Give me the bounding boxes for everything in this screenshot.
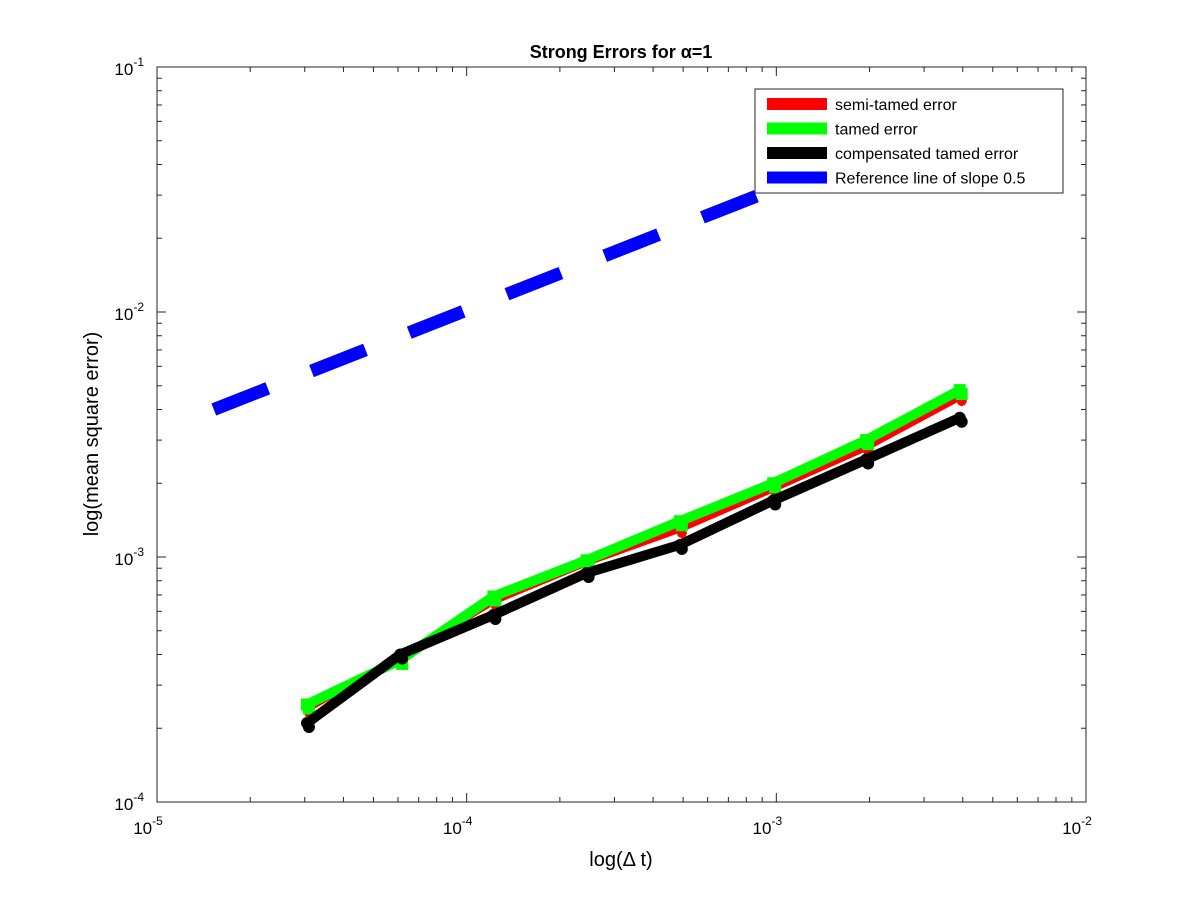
data-point xyxy=(863,446,874,457)
data-point xyxy=(675,519,688,532)
chart-title: Strong Errors for α=1 xyxy=(530,42,713,62)
data-point xyxy=(956,395,967,406)
data-point xyxy=(862,457,875,470)
x-axis-label: log(Δ t) xyxy=(589,849,652,871)
data-point xyxy=(675,542,688,555)
legend-item-3: compensated tamed error xyxy=(767,146,1019,163)
x-tick-label: 10-5 xyxy=(133,814,163,838)
y-axis-label: log(mean square error) xyxy=(81,332,103,537)
legend-item-1: semi-tamed error xyxy=(767,97,957,114)
y-tick-label: 10-2 xyxy=(114,300,144,324)
series-line xyxy=(304,413,962,728)
axes-box xyxy=(156,66,1087,803)
data-point xyxy=(676,528,687,539)
legend-label: semi-tamed error xyxy=(835,97,957,114)
data-point xyxy=(582,571,595,584)
data-point xyxy=(769,481,782,494)
x-tick-label: 10-3 xyxy=(753,814,783,838)
data-point xyxy=(396,652,409,665)
y-tick-label: 10-3 xyxy=(114,545,144,569)
data-point xyxy=(769,498,782,511)
legend-marker xyxy=(792,99,802,109)
x-tick-label: 10-4 xyxy=(443,814,473,838)
legend: semi-tamed error tamed error compensated t… xyxy=(754,88,1064,194)
legend-marker xyxy=(791,147,803,159)
legend-label: compensated tamed error xyxy=(835,146,1019,163)
data-point xyxy=(955,388,968,401)
x-tick-labels: 10-5 10-4 10-3 10-2 xyxy=(133,814,1092,838)
data-point xyxy=(302,721,315,734)
y-tick-label: 10-1 xyxy=(114,55,144,79)
legend-marker xyxy=(791,122,803,135)
x-tick-label: 10-2 xyxy=(1062,814,1092,838)
legend-label: Reference line of slope 0.5 xyxy=(835,171,1025,188)
data-point xyxy=(955,415,968,428)
data-point xyxy=(489,594,502,607)
legend-label: tamed error xyxy=(835,122,918,139)
y-tick-label: 10-4 xyxy=(114,790,144,814)
series-3 xyxy=(300,411,968,734)
data-point xyxy=(302,702,315,715)
data-point xyxy=(489,612,502,625)
data-point xyxy=(862,438,875,451)
legend-item-2: tamed error xyxy=(767,122,918,139)
legend-item-4: Reference line of slope 0.5 xyxy=(767,171,1025,188)
y-tick-labels: 10-4 10-3 10-2 10-1 xyxy=(114,55,144,814)
